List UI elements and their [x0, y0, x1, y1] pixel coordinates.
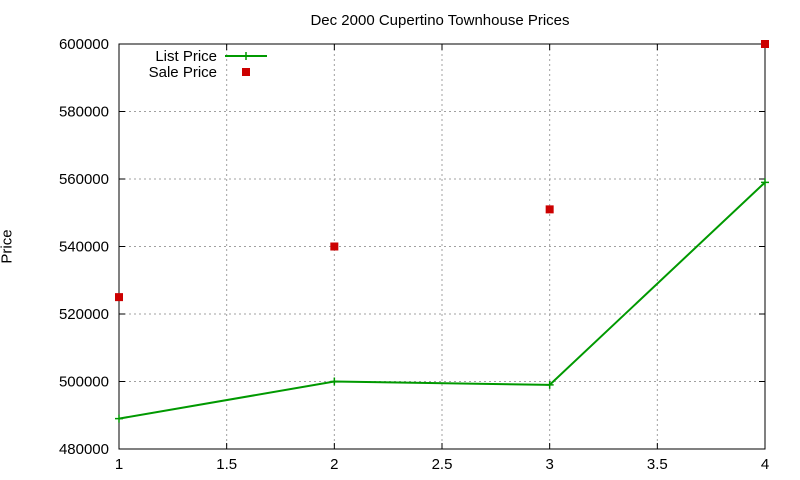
y-tick-label: 560000: [59, 171, 109, 188]
data-point: [761, 178, 769, 187]
data-point: [115, 293, 123, 302]
x-tick-label: 3.5: [647, 456, 668, 473]
series-line: [118, 181, 766, 420]
y-tick-label: 580000: [59, 104, 109, 121]
x-tick-label: 1.5: [216, 456, 237, 473]
series-sale-price: [115, 40, 769, 302]
legend-marker: [242, 68, 250, 76]
y-tick-label: 520000: [59, 306, 109, 323]
x-tick-label: 3: [545, 456, 553, 473]
series-list-price: [115, 178, 769, 423]
data-point: [761, 40, 769, 48]
data-point: [115, 414, 123, 423]
series: [115, 40, 769, 423]
ticks: 1 1.5 2 2.5 3 3.5 4 480000 500000 520000 540000 560…: [59, 36, 769, 473]
x-tick-label: 1: [115, 456, 123, 473]
x-tick-label: 2.5: [432, 456, 453, 473]
legend-label: List Price: [155, 48, 217, 65]
y-tick-label: 540000: [59, 239, 109, 256]
legend-marker: [242, 52, 250, 60]
data-point: [330, 377, 339, 386]
y-tick-label: 500000: [59, 374, 109, 391]
chart-title: Dec 2000 Cupertino Townhouse Prices: [310, 12, 570, 29]
y-tick-label: 480000: [59, 441, 109, 458]
x-tick-label: 4: [761, 456, 769, 473]
data-point: [330, 242, 339, 251]
data-point: [545, 205, 554, 214]
y-tick-label: 600000: [59, 36, 109, 53]
x-tick-label: 2: [330, 456, 338, 473]
data-point: [545, 380, 554, 389]
legend-label: Sale Price: [149, 64, 217, 81]
grid: [119, 44, 765, 449]
